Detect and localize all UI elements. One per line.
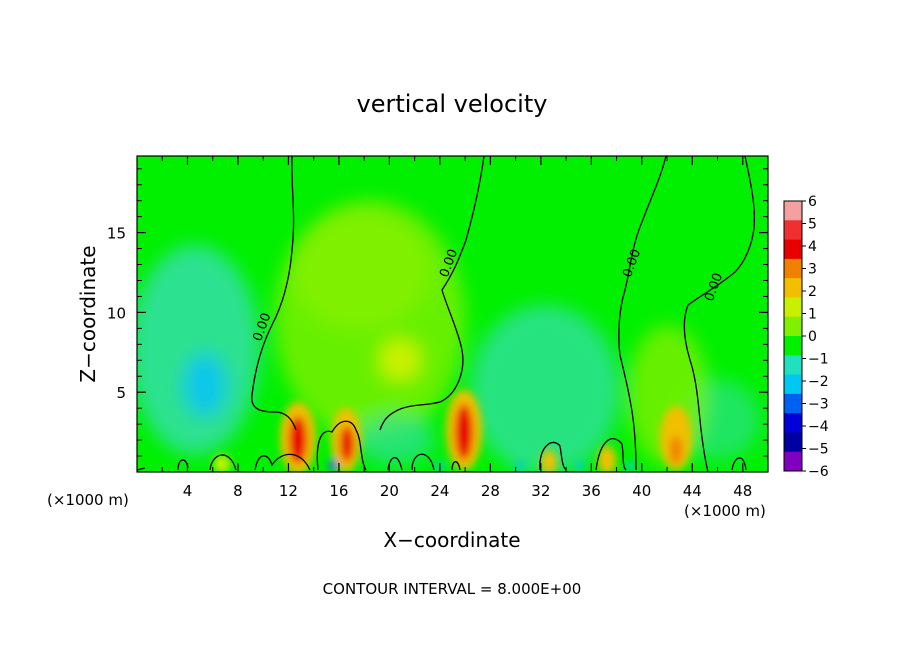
colorbar-swatch xyxy=(784,316,802,337)
zero-contours xyxy=(137,156,756,472)
x-tick-label: 28 xyxy=(481,482,500,500)
downdraft-spot-3 xyxy=(576,461,584,471)
x-tick-label: 44 xyxy=(683,482,702,500)
colorbar-label: −6 xyxy=(808,464,829,480)
colorbar-label: 3 xyxy=(808,262,817,278)
x-tick-label: 8 xyxy=(233,482,243,500)
colorbar-swatch xyxy=(784,297,802,318)
downdraft-spot-2 xyxy=(516,461,524,471)
colorbar-swatch xyxy=(784,432,802,453)
y-tick-label: 10 xyxy=(107,304,126,322)
x-axis: 4 8 12 16 20 24 28 32 36 40 44 48 xyxy=(161,156,752,500)
x-tick-label: 48 xyxy=(733,482,752,500)
updraft-cell-7 xyxy=(214,455,230,472)
y-axis-title: Z−coordinate xyxy=(76,245,100,382)
colorbar-swatch xyxy=(784,278,802,298)
x-tick-label: 32 xyxy=(531,482,550,500)
updraft-cell-4-core xyxy=(670,436,682,464)
colorbar-label: 6 xyxy=(808,194,817,210)
x-tick-label: 24 xyxy=(430,482,449,500)
updraft-cell-1-core xyxy=(289,416,307,464)
x-tick-label: 16 xyxy=(329,482,348,500)
colorbar-swatch xyxy=(784,374,802,395)
x-tick-label: 20 xyxy=(380,482,399,500)
colorbar-label: 5 xyxy=(808,217,817,233)
region-positive-bump xyxy=(378,338,422,382)
region-negative-lower xyxy=(355,415,435,465)
downdraft-spot-4 xyxy=(627,461,635,471)
updraft-cell-3-core xyxy=(455,404,473,460)
colorbar-swatch xyxy=(784,336,802,356)
updraft-cell-2-core xyxy=(340,426,354,462)
x-tick-label: 36 xyxy=(582,482,601,500)
field-shading xyxy=(137,200,760,472)
plot-area: 0.000.00 0.000.00 xyxy=(137,156,768,472)
colorbar-label: 0 xyxy=(808,329,817,345)
colorbar-label: −3 xyxy=(808,397,829,413)
colorbar-swatch xyxy=(784,220,802,241)
chart-title: vertical velocity xyxy=(357,90,548,118)
colorbar-swatch xyxy=(784,413,802,433)
contour-line-2 xyxy=(379,156,485,431)
region-negative-left xyxy=(137,245,260,455)
contour-interval-note: CONTOUR INTERVAL = 8.000E+00 xyxy=(323,580,582,598)
updraft-cell-6 xyxy=(541,450,557,472)
colorbar-swatch xyxy=(784,393,802,414)
colorbar-swatch xyxy=(784,451,802,472)
colorbar-swatch xyxy=(784,258,802,279)
colorbar-label: 4 xyxy=(808,239,817,255)
contour-line-4 xyxy=(683,156,756,472)
updraft-cell-5 xyxy=(598,446,616,472)
y-tick-label: 15 xyxy=(107,225,126,243)
x-tick-label: 40 xyxy=(632,482,651,500)
x-axis-title: X−coordinate xyxy=(383,528,520,552)
x-unit-label-left: (×1000 m) xyxy=(47,491,129,509)
contour-line-1 xyxy=(251,156,297,431)
colorbar-label: −4 xyxy=(808,419,829,435)
colorbar-swatch xyxy=(784,239,802,260)
downdraft-spot-1 xyxy=(329,459,337,471)
colorbar-label: 1 xyxy=(808,307,817,323)
contour-line-5 xyxy=(137,420,747,471)
region-negative-left-core xyxy=(183,353,227,417)
region-negative-mid xyxy=(470,305,620,472)
colorbar-label: −1 xyxy=(808,352,829,368)
x-tick-label: 4 xyxy=(183,482,193,500)
region-positive-upper xyxy=(290,210,430,330)
colorbar: 6 5 4 3 2 1 0 −1 −2 −3 −4 −5 −6 xyxy=(783,194,829,480)
colorbar-label: −5 xyxy=(808,442,829,458)
colorbar-label: 2 xyxy=(808,284,817,300)
plot-frame xyxy=(136,155,769,473)
x-unit-label-right: (×1000 m) xyxy=(684,502,766,520)
y-axis: 5 10 15 xyxy=(107,168,768,457)
contour-line-3 xyxy=(618,156,667,471)
colorbar-swatch xyxy=(784,201,802,221)
colorbar-label: −2 xyxy=(808,374,829,390)
x-tick-label: 12 xyxy=(279,482,298,500)
y-tick-label: 5 xyxy=(116,384,126,402)
colorbar-swatch xyxy=(784,355,802,376)
